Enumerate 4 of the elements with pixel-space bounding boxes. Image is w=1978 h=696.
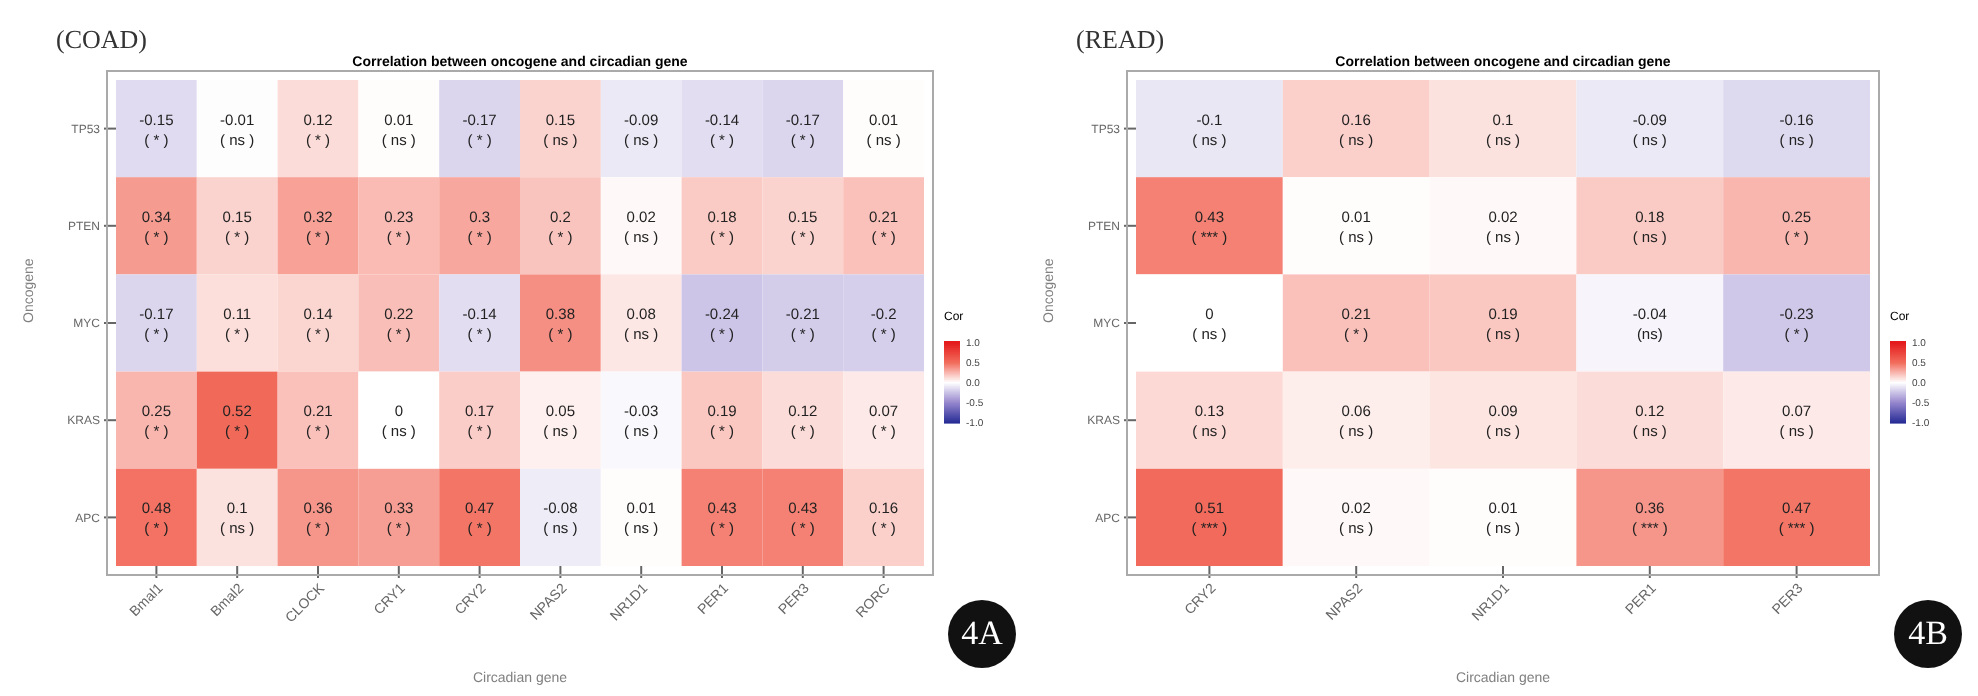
text: 4B bbox=[1894, 600, 1962, 668]
text: (COAD) bbox=[56, 24, 147, 56]
text: (READ) bbox=[1076, 24, 1165, 56]
text: 4A bbox=[948, 600, 1016, 668]
